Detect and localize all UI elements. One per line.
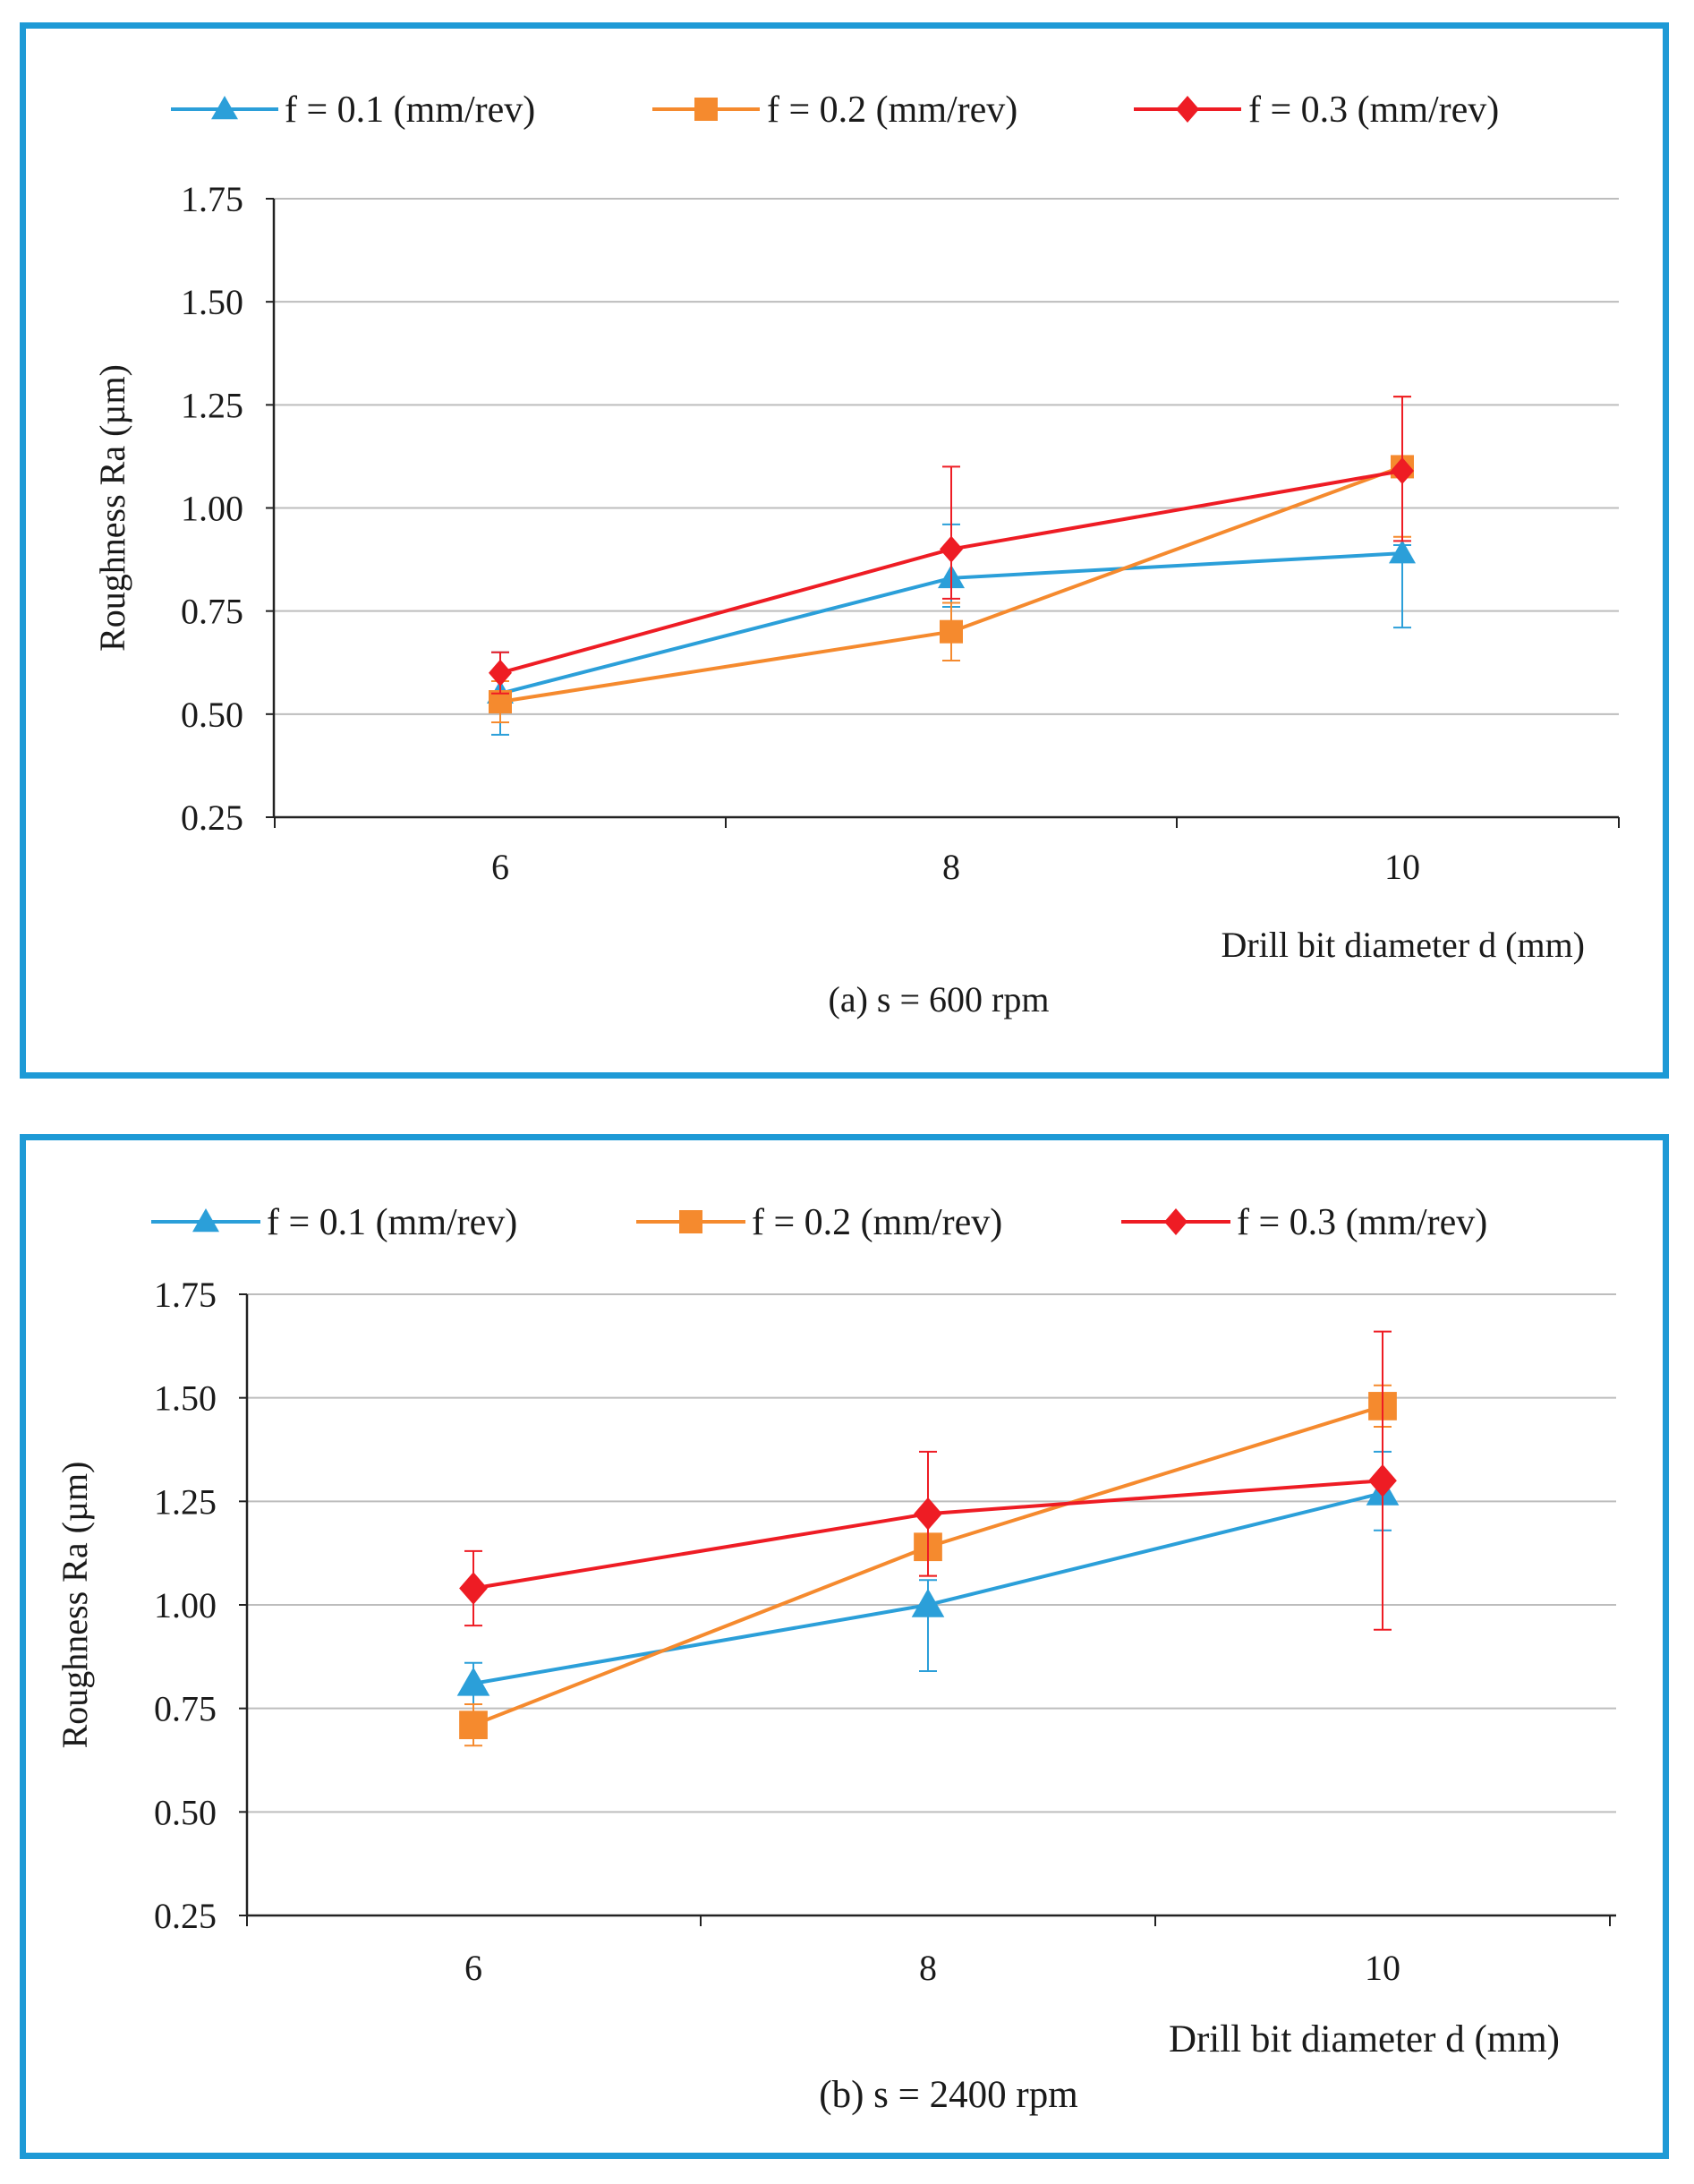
chart-a-legend: f = 0.1 (mm/rev) f = 0.2 (mm/rev) f = 0.3 … — [171, 90, 1499, 131]
chart-b-series-segment — [927, 1479, 1383, 1516]
chart-b-series-segment — [472, 1512, 929, 1591]
chart-b-legend-label: f = 0.3 (mm/rev) — [1237, 1202, 1487, 1243]
chart-a-series-2 — [489, 396, 1414, 724]
chart-b-ytick-label: 0.25 — [154, 1896, 217, 1936]
chart-b-legend: f = 0.1 (mm/rev) f = 0.2 (mm/rev) f = 0.3 … — [151, 1202, 1487, 1243]
chart-a-ytick-label: 1.75 — [181, 179, 243, 219]
chart-b-ytick-label: 1.00 — [154, 1585, 217, 1625]
chart-panel-a: 0.25 0.50 0.75 1.00 1.25 1.50 1.75 6 8 10 Drill bi… — [20, 22, 1669, 1079]
chart-b-x-axis-title: Drill bit diameter d (mm) — [1169, 2018, 1560, 2060]
chart-a-legend-label: f = 0.1 (mm/rev) — [285, 90, 535, 131]
chart-b-svg: 0.25 0.50 0.75 1.00 1.25 1.50 1.75 6 8 10 Drill bi… — [55, 1202, 1616, 2116]
chart-b-xtick-label: 6 — [464, 1948, 482, 1988]
chart-b-legend-marker — [1164, 1208, 1188, 1235]
chart-b-ytick-label: 0.75 — [154, 1689, 217, 1729]
chart-b-ytick-label: 0.50 — [154, 1792, 217, 1832]
chart-a-caption: (a) s = 600 rpm — [829, 979, 1050, 1019]
chart-a-gridlines — [266, 198, 1619, 818]
chart-b-ytick-label: 1.50 — [154, 1378, 217, 1419]
chart-a-data-point — [1391, 457, 1414, 485]
chart-b-legend-label: f = 0.1 (mm/rev) — [267, 1202, 517, 1243]
chart-b-series-segment — [472, 1603, 929, 1685]
chart-a-ytick-label: 1.00 — [181, 489, 243, 529]
chart-b-series-segment — [927, 1491, 1383, 1607]
chart-a-series-3 — [489, 396, 1414, 695]
chart-b-data-point — [911, 1588, 945, 1617]
chart-a-legend-marker — [211, 96, 238, 120]
chart-b-series-segment — [927, 1404, 1383, 1549]
chart-a-legend-label: f = 0.2 (mm/rev) — [767, 90, 1017, 131]
chart-b-data-point — [459, 1711, 488, 1740]
chart-a-legend-marker — [1176, 96, 1199, 123]
chart-b-legend-label: f = 0.2 (mm/rev) — [752, 1202, 1002, 1243]
chart-a-xtick-label: 10 — [1384, 847, 1420, 887]
chart-a-legend-marker — [694, 98, 718, 121]
chart-b-xtick-label: 8 — [919, 1948, 937, 1988]
chart-a-x-axis-title: Drill bit diameter d (mm) — [1221, 925, 1585, 965]
chart-b-ytick-label: 1.25 — [154, 1481, 217, 1522]
chart-a-ytick-label: 1.25 — [181, 385, 243, 425]
chart-b-data-point — [1368, 1463, 1397, 1497]
chart-b-ytick-label: 1.75 — [154, 1275, 217, 1315]
chart-b-data-point — [914, 1497, 942, 1531]
chart-a-ytick-label: 0.75 — [181, 592, 243, 632]
chart-panel-b: 0.25 0.50 0.75 1.00 1.25 1.50 1.75 6 8 10 Drill bi… — [20, 1134, 1669, 2159]
chart-a-series-segment — [950, 465, 1403, 634]
chart-a-series-segment — [499, 629, 952, 704]
chart-a-xtick-label: 8 — [942, 847, 960, 887]
chart-a-series-segment — [950, 469, 1403, 551]
chart-a-series-segment — [950, 551, 1403, 580]
chart-a-data-point — [489, 659, 512, 687]
chart-b-series-segment — [472, 1545, 929, 1728]
chart-a-svg: 0.25 0.50 0.75 1.00 1.25 1.50 1.75 6 8 10 Drill bi… — [92, 90, 1620, 1019]
chart-b-series-2 — [459, 1384, 1397, 1747]
chart-a-y-axis-title: Roughness Ra (µm) — [92, 364, 132, 652]
chart-a-ytick-label: 0.25 — [181, 798, 243, 838]
chart-b-y-axis-title: Roughness Ra (µm) — [55, 1462, 95, 1749]
chart-b-data-point — [459, 1572, 488, 1605]
chart-b-caption: (b) s = 2400 rpm — [819, 2074, 1077, 2116]
chart-a-series-segment — [499, 547, 952, 675]
chart-a-data-point — [940, 619, 963, 644]
chart-a-ytick-label: 0.50 — [181, 695, 243, 735]
chart-a-legend-label: f = 0.3 (mm/rev) — [1248, 90, 1499, 131]
chart-b-data-point — [456, 1667, 490, 1696]
chart-a-series-segment — [499, 576, 952, 695]
chart-a-data-point — [1389, 540, 1416, 564]
chart-a-data-point — [940, 535, 963, 563]
chart-b-series-3 — [459, 1330, 1397, 1631]
chart-b-legend-marker — [192, 1208, 219, 1233]
chart-a-xtick-label: 6 — [491, 847, 509, 887]
chart-b-xtick-label: 10 — [1365, 1948, 1400, 1988]
chart-b-legend-marker — [679, 1210, 702, 1233]
chart-a-ytick-label: 1.50 — [181, 282, 243, 322]
